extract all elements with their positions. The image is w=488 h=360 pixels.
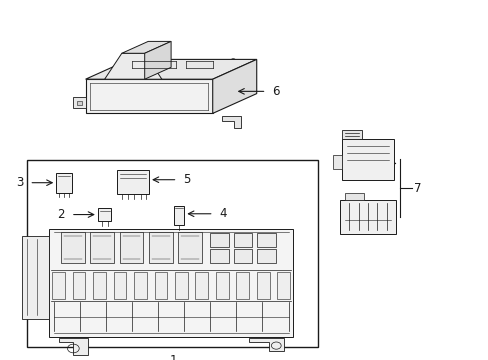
Polygon shape bbox=[195, 272, 208, 299]
Polygon shape bbox=[257, 233, 275, 247]
Polygon shape bbox=[344, 193, 364, 200]
Polygon shape bbox=[61, 232, 84, 263]
Polygon shape bbox=[113, 272, 126, 299]
Bar bbox=[56, 173, 72, 193]
Polygon shape bbox=[144, 41, 171, 79]
Polygon shape bbox=[104, 53, 162, 79]
Polygon shape bbox=[249, 338, 283, 351]
Polygon shape bbox=[85, 59, 256, 79]
Polygon shape bbox=[233, 233, 252, 247]
Polygon shape bbox=[59, 338, 88, 355]
Bar bbox=[342, 139, 393, 180]
Polygon shape bbox=[154, 272, 167, 299]
Polygon shape bbox=[257, 249, 275, 263]
Polygon shape bbox=[73, 272, 85, 299]
Polygon shape bbox=[122, 41, 171, 53]
Text: 6: 6 bbox=[272, 85, 279, 98]
Polygon shape bbox=[233, 249, 252, 263]
Bar bbox=[27, 160, 317, 347]
Text: 4: 4 bbox=[219, 207, 226, 220]
Polygon shape bbox=[221, 116, 241, 128]
Polygon shape bbox=[120, 232, 143, 263]
Polygon shape bbox=[73, 97, 85, 108]
Bar bbox=[333, 155, 342, 169]
Polygon shape bbox=[210, 249, 228, 263]
Polygon shape bbox=[216, 272, 228, 299]
Text: 2: 2 bbox=[58, 208, 65, 221]
Polygon shape bbox=[277, 272, 289, 299]
Polygon shape bbox=[236, 272, 248, 299]
Polygon shape bbox=[342, 130, 361, 139]
Text: 5: 5 bbox=[183, 173, 190, 186]
Polygon shape bbox=[134, 272, 146, 299]
Polygon shape bbox=[256, 272, 269, 299]
Polygon shape bbox=[210, 233, 228, 247]
Polygon shape bbox=[149, 232, 172, 263]
Bar bbox=[339, 200, 395, 234]
Polygon shape bbox=[85, 79, 212, 113]
Polygon shape bbox=[49, 229, 293, 337]
Polygon shape bbox=[212, 59, 256, 113]
Bar bbox=[98, 208, 111, 221]
Polygon shape bbox=[175, 272, 187, 299]
Polygon shape bbox=[178, 232, 202, 263]
Polygon shape bbox=[90, 232, 114, 263]
Bar bbox=[173, 206, 184, 225]
Polygon shape bbox=[93, 272, 106, 299]
Bar bbox=[117, 170, 149, 194]
Polygon shape bbox=[52, 272, 65, 299]
Text: 3: 3 bbox=[16, 176, 23, 189]
Polygon shape bbox=[22, 236, 49, 319]
Bar bbox=[77, 101, 81, 105]
Text: 1: 1 bbox=[169, 354, 177, 360]
Text: 7: 7 bbox=[413, 181, 421, 195]
